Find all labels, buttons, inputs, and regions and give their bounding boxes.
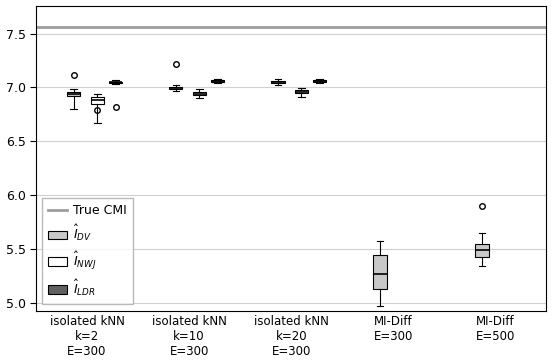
PathPatch shape: [109, 82, 122, 83]
PathPatch shape: [67, 92, 81, 96]
PathPatch shape: [271, 81, 285, 83]
PathPatch shape: [211, 80, 224, 82]
PathPatch shape: [313, 80, 326, 82]
PathPatch shape: [169, 87, 183, 89]
Legend: True CMI, $\hat{I}_{DV}$, $\hat{I}_{NWJ}$, $\hat{I}_{LDR}$: True CMI, $\hat{I}_{DV}$, $\hat{I}_{NWJ}…: [42, 198, 134, 304]
PathPatch shape: [295, 91, 308, 94]
PathPatch shape: [373, 254, 386, 289]
PathPatch shape: [475, 244, 489, 257]
PathPatch shape: [193, 92, 206, 95]
PathPatch shape: [91, 97, 104, 104]
